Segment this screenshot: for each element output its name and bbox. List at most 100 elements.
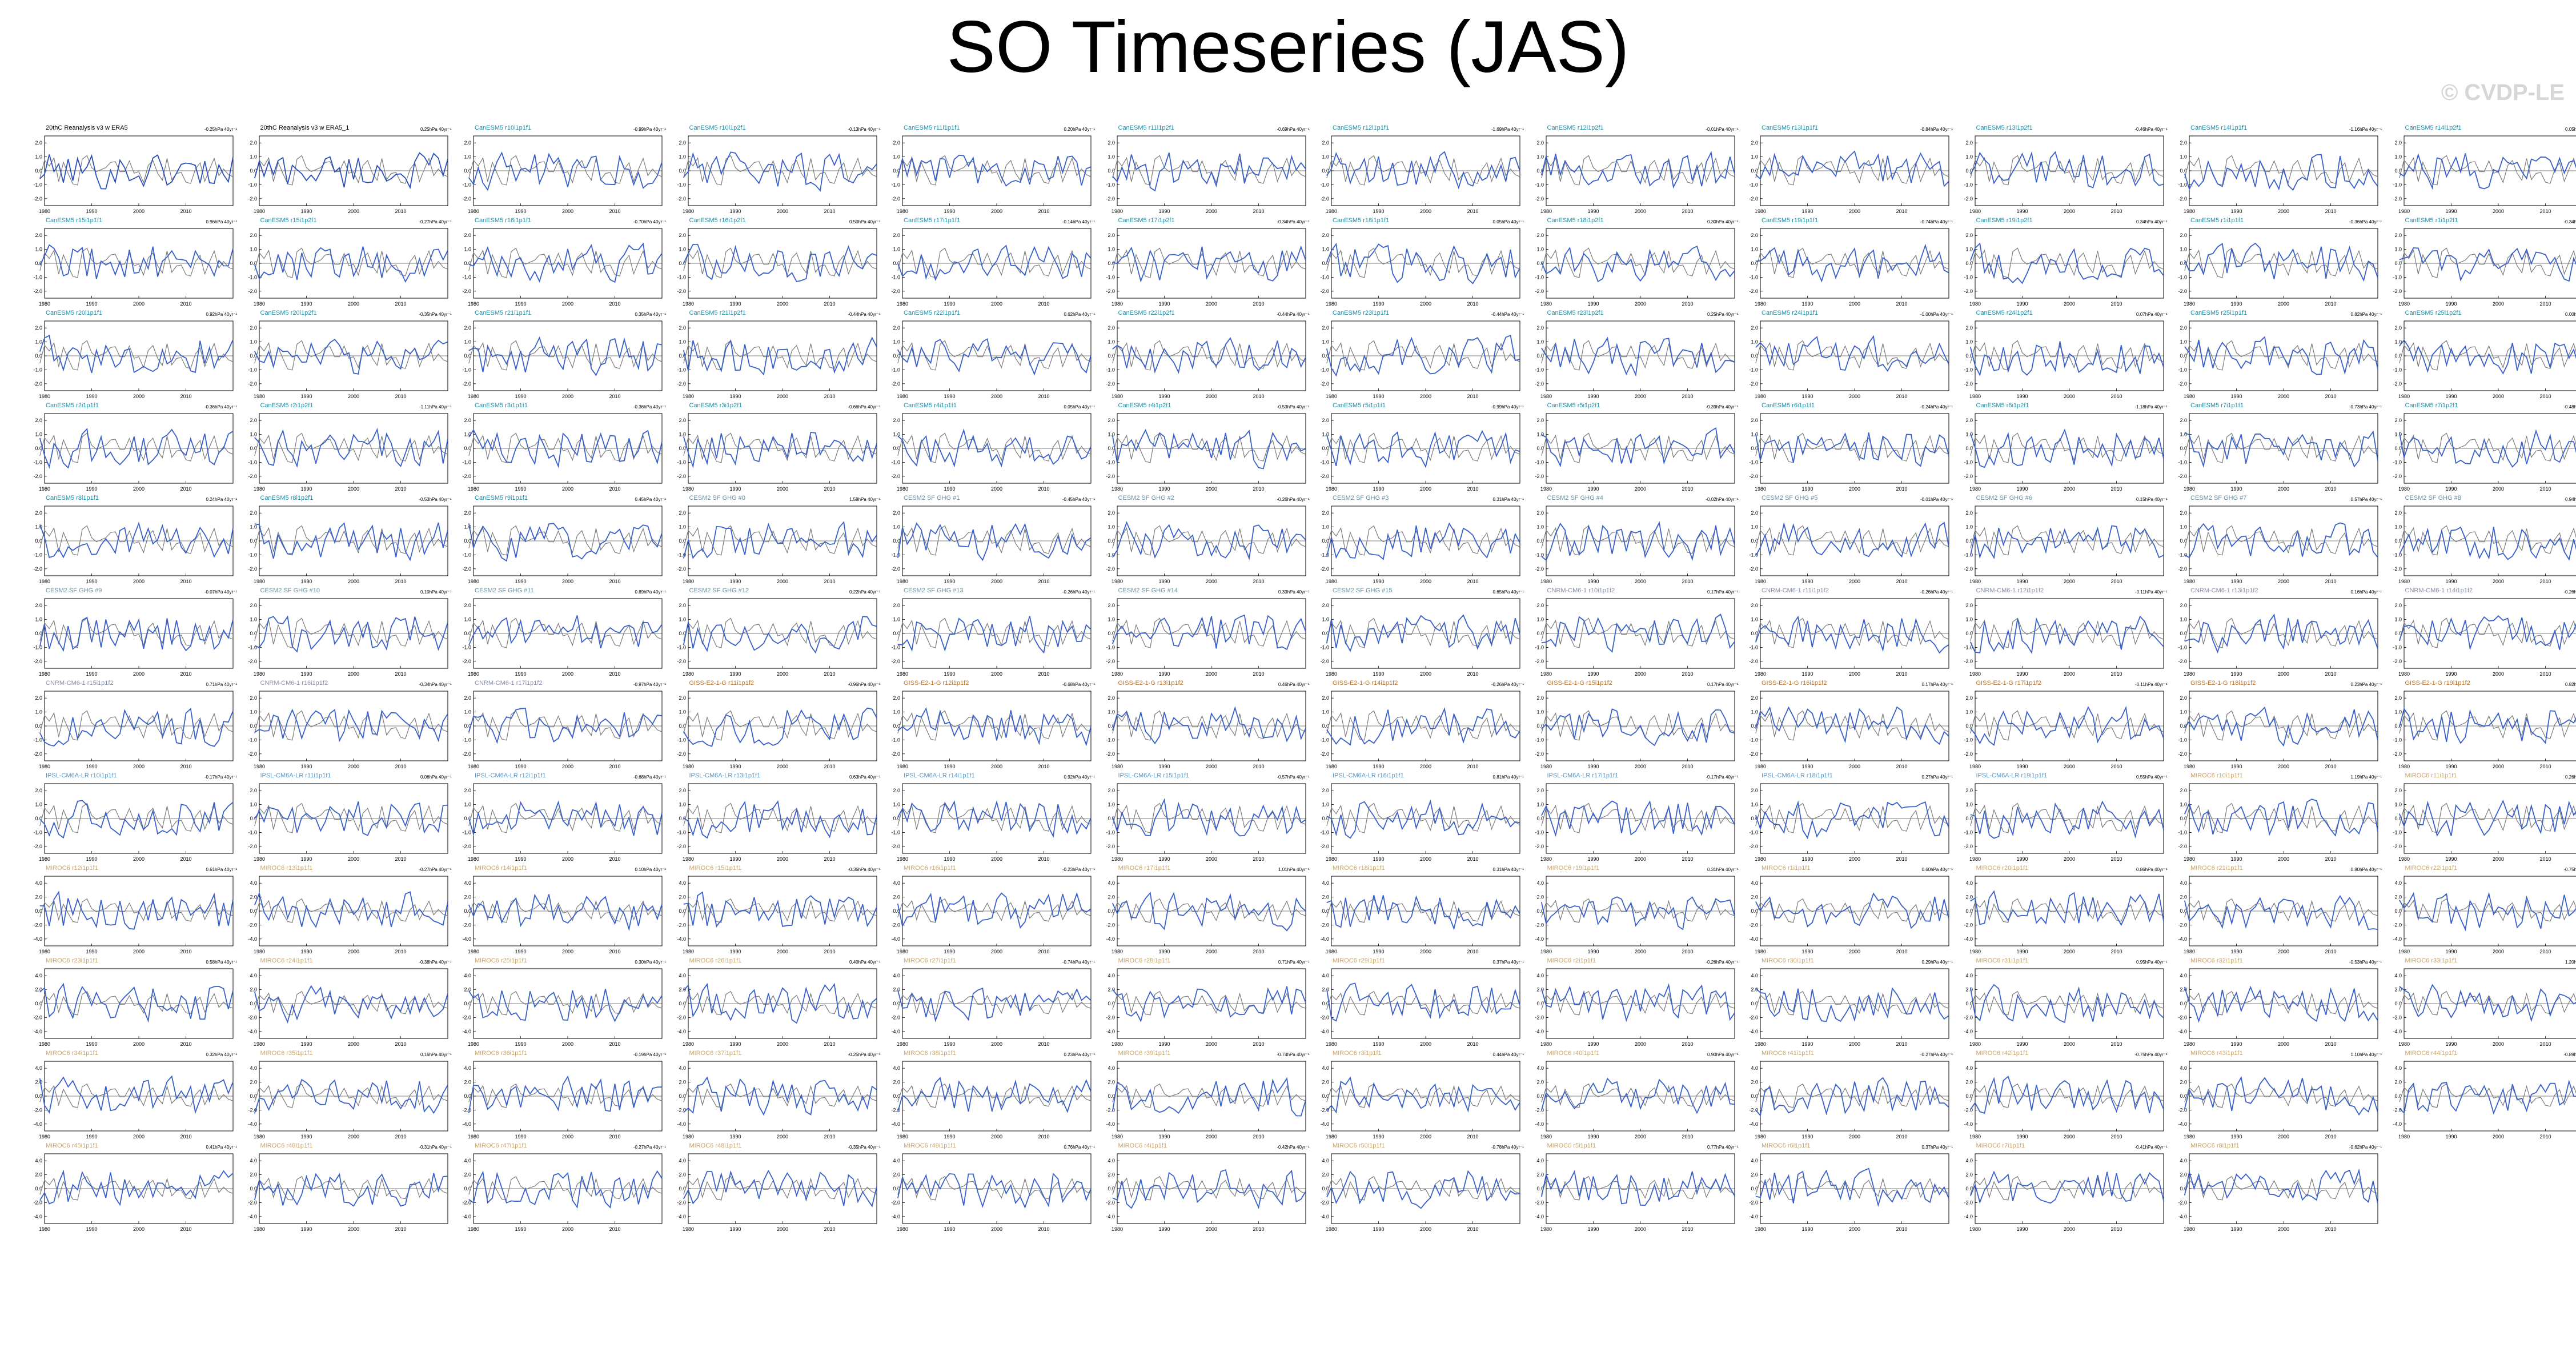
panel-title: CNRM-CM6-1 r17i1p1f2 [475, 680, 543, 687]
y-tick-label: 0.0 [1965, 260, 1973, 266]
y-tick-label: -1.0 [1964, 274, 1973, 280]
y-tick-label: 2.0 [464, 325, 471, 331]
x-tick-label: 2010 [1896, 671, 1907, 677]
y-tick-label: -1.0 [1106, 644, 1115, 650]
model-series-line [1969, 1170, 2164, 1204]
timeseries-panel: MIROC6 r15i1p1f1 -0.36hPa 40yr⁻¹ 4.0 2.0 0.0… [667, 865, 881, 954]
y-tick-label: 0.0 [250, 168, 257, 174]
panel-title: CanESM5 r4i1p2f1 [1118, 402, 1171, 409]
x-tick-label: 2010 [2539, 764, 2551, 769]
y-tick-label: -2.0 [891, 751, 900, 757]
y-tick-label: -2.0 [462, 196, 471, 202]
x-tick-label: 1980 [682, 1041, 693, 1047]
timeseries-panel: GISS-E2-1-G r15i1p1f2 0.17hPa 40yr⁻¹ 2.0 1.… [1524, 680, 1739, 769]
timeseries-panel: MIROC6 r23i1p1f1 0.58hPa 40yr⁻¹ 4.0 2.0 0.0-… [23, 957, 237, 1047]
y-tick-label: 0.0 [35, 538, 42, 544]
y-tick-label: -2.0 [1106, 288, 1115, 294]
y-tick-label: -2.0 [248, 659, 257, 664]
timeseries-panel: CNRM-CM6-1 r17i1p1f2 -0.97hPa 40yr⁻¹ 2.0 1.… [452, 680, 666, 769]
y-tick-label: -4.0 [1106, 1121, 1115, 1127]
timeseries-panel: MIROC6 r50i1p1f1 -0.78hPa 40yr⁻¹ 4.0 2.0 0.0… [1310, 1142, 1524, 1232]
y-tick-label: 1.0 [1751, 709, 1758, 715]
obs-series-line [1112, 340, 1306, 371]
y-tick-label: -2.0 [2178, 844, 2187, 849]
timeseries-panel: MIROC6 r38i1p1f1 0.23hPa 40yr⁻¹ 4.0 2.0 0.0-… [881, 1050, 1095, 1140]
x-tick-label: 2000 [1634, 486, 1646, 492]
model-series-line [897, 1173, 1092, 1209]
x-tick-label: 2000 [2278, 764, 2289, 769]
y-tick-label: -1.0 [1106, 182, 1115, 187]
obs-series-line [1755, 990, 1949, 1016]
timeseries-panel: IPSL-CM6A-LR r12i1p1f1 -0.68hPa 40yr⁻¹ 2.0… [452, 772, 666, 862]
panel-trend: 0.31hPa 40yr⁻¹ [1492, 867, 1524, 872]
y-tick-label: -4.0 [248, 1121, 257, 1127]
panel-trend: -0.68hPa 40yr⁻¹ [1062, 682, 1095, 687]
y-tick-label: -4.0 [1964, 1029, 1973, 1034]
x-tick-label: 2010 [1682, 671, 1693, 677]
x-tick-label: 2000 [2492, 208, 2503, 214]
timeseries-panel: CanESM5 r8i1p2f1 -0.53hPa 40yr⁻¹ 2.0 1.0 0.0… [238, 495, 452, 584]
y-tick-label: -2.0 [248, 922, 257, 928]
y-tick-label: -1.0 [1320, 552, 1329, 557]
obs-series-line [1755, 1083, 1949, 1108]
x-tick-label: 1990 [1801, 1041, 1813, 1047]
y-tick-label: 2.0 [1751, 1172, 1758, 1178]
y-tick-label: -2.0 [2393, 1107, 2402, 1113]
panel-trend: -0.31hPa 40yr⁻¹ [419, 1145, 452, 1150]
y-tick-label: 4.0 [2180, 973, 2187, 978]
x-tick-label: 1990 [1158, 1226, 1170, 1232]
x-tick-label: 2000 [2492, 671, 2503, 677]
y-tick-label: -2.0 [248, 474, 257, 479]
x-tick-label: 2010 [824, 764, 835, 769]
x-tick-label: 1980 [1540, 486, 1551, 492]
x-tick-label: 1980 [897, 764, 908, 769]
x-tick-label: 1980 [682, 856, 693, 862]
panel-trend: 0.05hPa 40yr⁻¹ [1492, 219, 1524, 224]
y-tick-label: 0.0 [679, 168, 686, 174]
model-series-line [683, 891, 877, 928]
y-tick-label: 0.0 [250, 353, 257, 359]
y-tick-label: -1.0 [2393, 644, 2402, 650]
y-tick-label: 0.0 [1322, 538, 1329, 544]
y-tick-label: 0.0 [893, 538, 900, 544]
x-tick-label: 1980 [1540, 579, 1551, 584]
y-tick-label: -2.0 [462, 1199, 471, 1205]
y-tick-label: 2.0 [1751, 140, 1758, 146]
y-tick-label: 0.0 [1536, 538, 1544, 544]
x-tick-label: 2010 [1467, 1134, 1478, 1140]
x-tick-label: 2000 [2063, 579, 2075, 584]
x-tick-label: 2010 [824, 579, 835, 584]
y-tick-label: -2.0 [1106, 751, 1115, 757]
x-tick-label: 2010 [1896, 486, 1907, 492]
panel-title: MIROC6 r24i1p1f1 [260, 957, 313, 964]
x-tick-label: 1990 [729, 579, 741, 584]
model-series-line [1326, 242, 1520, 284]
panel-trend: 0.23hPa 40yr⁻¹ [2350, 682, 2382, 687]
x-tick-label: 2000 [776, 394, 788, 399]
y-tick-label: 0.0 [1751, 1001, 1758, 1006]
x-tick-label: 1980 [682, 949, 693, 954]
timeseries-panel: CanESM5 r7i1p2f1-0.48hPa 40yr⁻¹2.01.00.0… [2382, 402, 2576, 492]
x-tick-label: 2000 [1205, 856, 1217, 862]
x-tick-label: 2000 [1849, 1226, 1860, 1232]
x-tick-label: 2000 [991, 208, 1002, 214]
y-tick-label: 0.0 [35, 168, 42, 174]
x-tick-label: 1990 [729, 1041, 741, 1047]
x-tick-label: 1980 [2184, 1226, 2195, 1232]
y-tick-label: 2.0 [2394, 510, 2402, 516]
panel-trend: -0.96hPa 40yr⁻¹ [848, 682, 881, 687]
x-tick-label: 2000 [1420, 394, 1431, 399]
y-tick-label: 2.0 [1965, 987, 1973, 993]
obs-series-line [1540, 803, 1735, 833]
x-tick-label: 2010 [2110, 1226, 2122, 1232]
y-tick-label: -2.0 [33, 1014, 42, 1020]
panel-title: CESM2 SF GHG #4 [1547, 495, 1603, 502]
timeseries-panel: CESM2 SF GHG #12 0.22hPa 40yr⁻¹ 2.0 1.0 0.0-… [667, 587, 881, 677]
y-tick-label: -2.0 [1749, 196, 1758, 202]
